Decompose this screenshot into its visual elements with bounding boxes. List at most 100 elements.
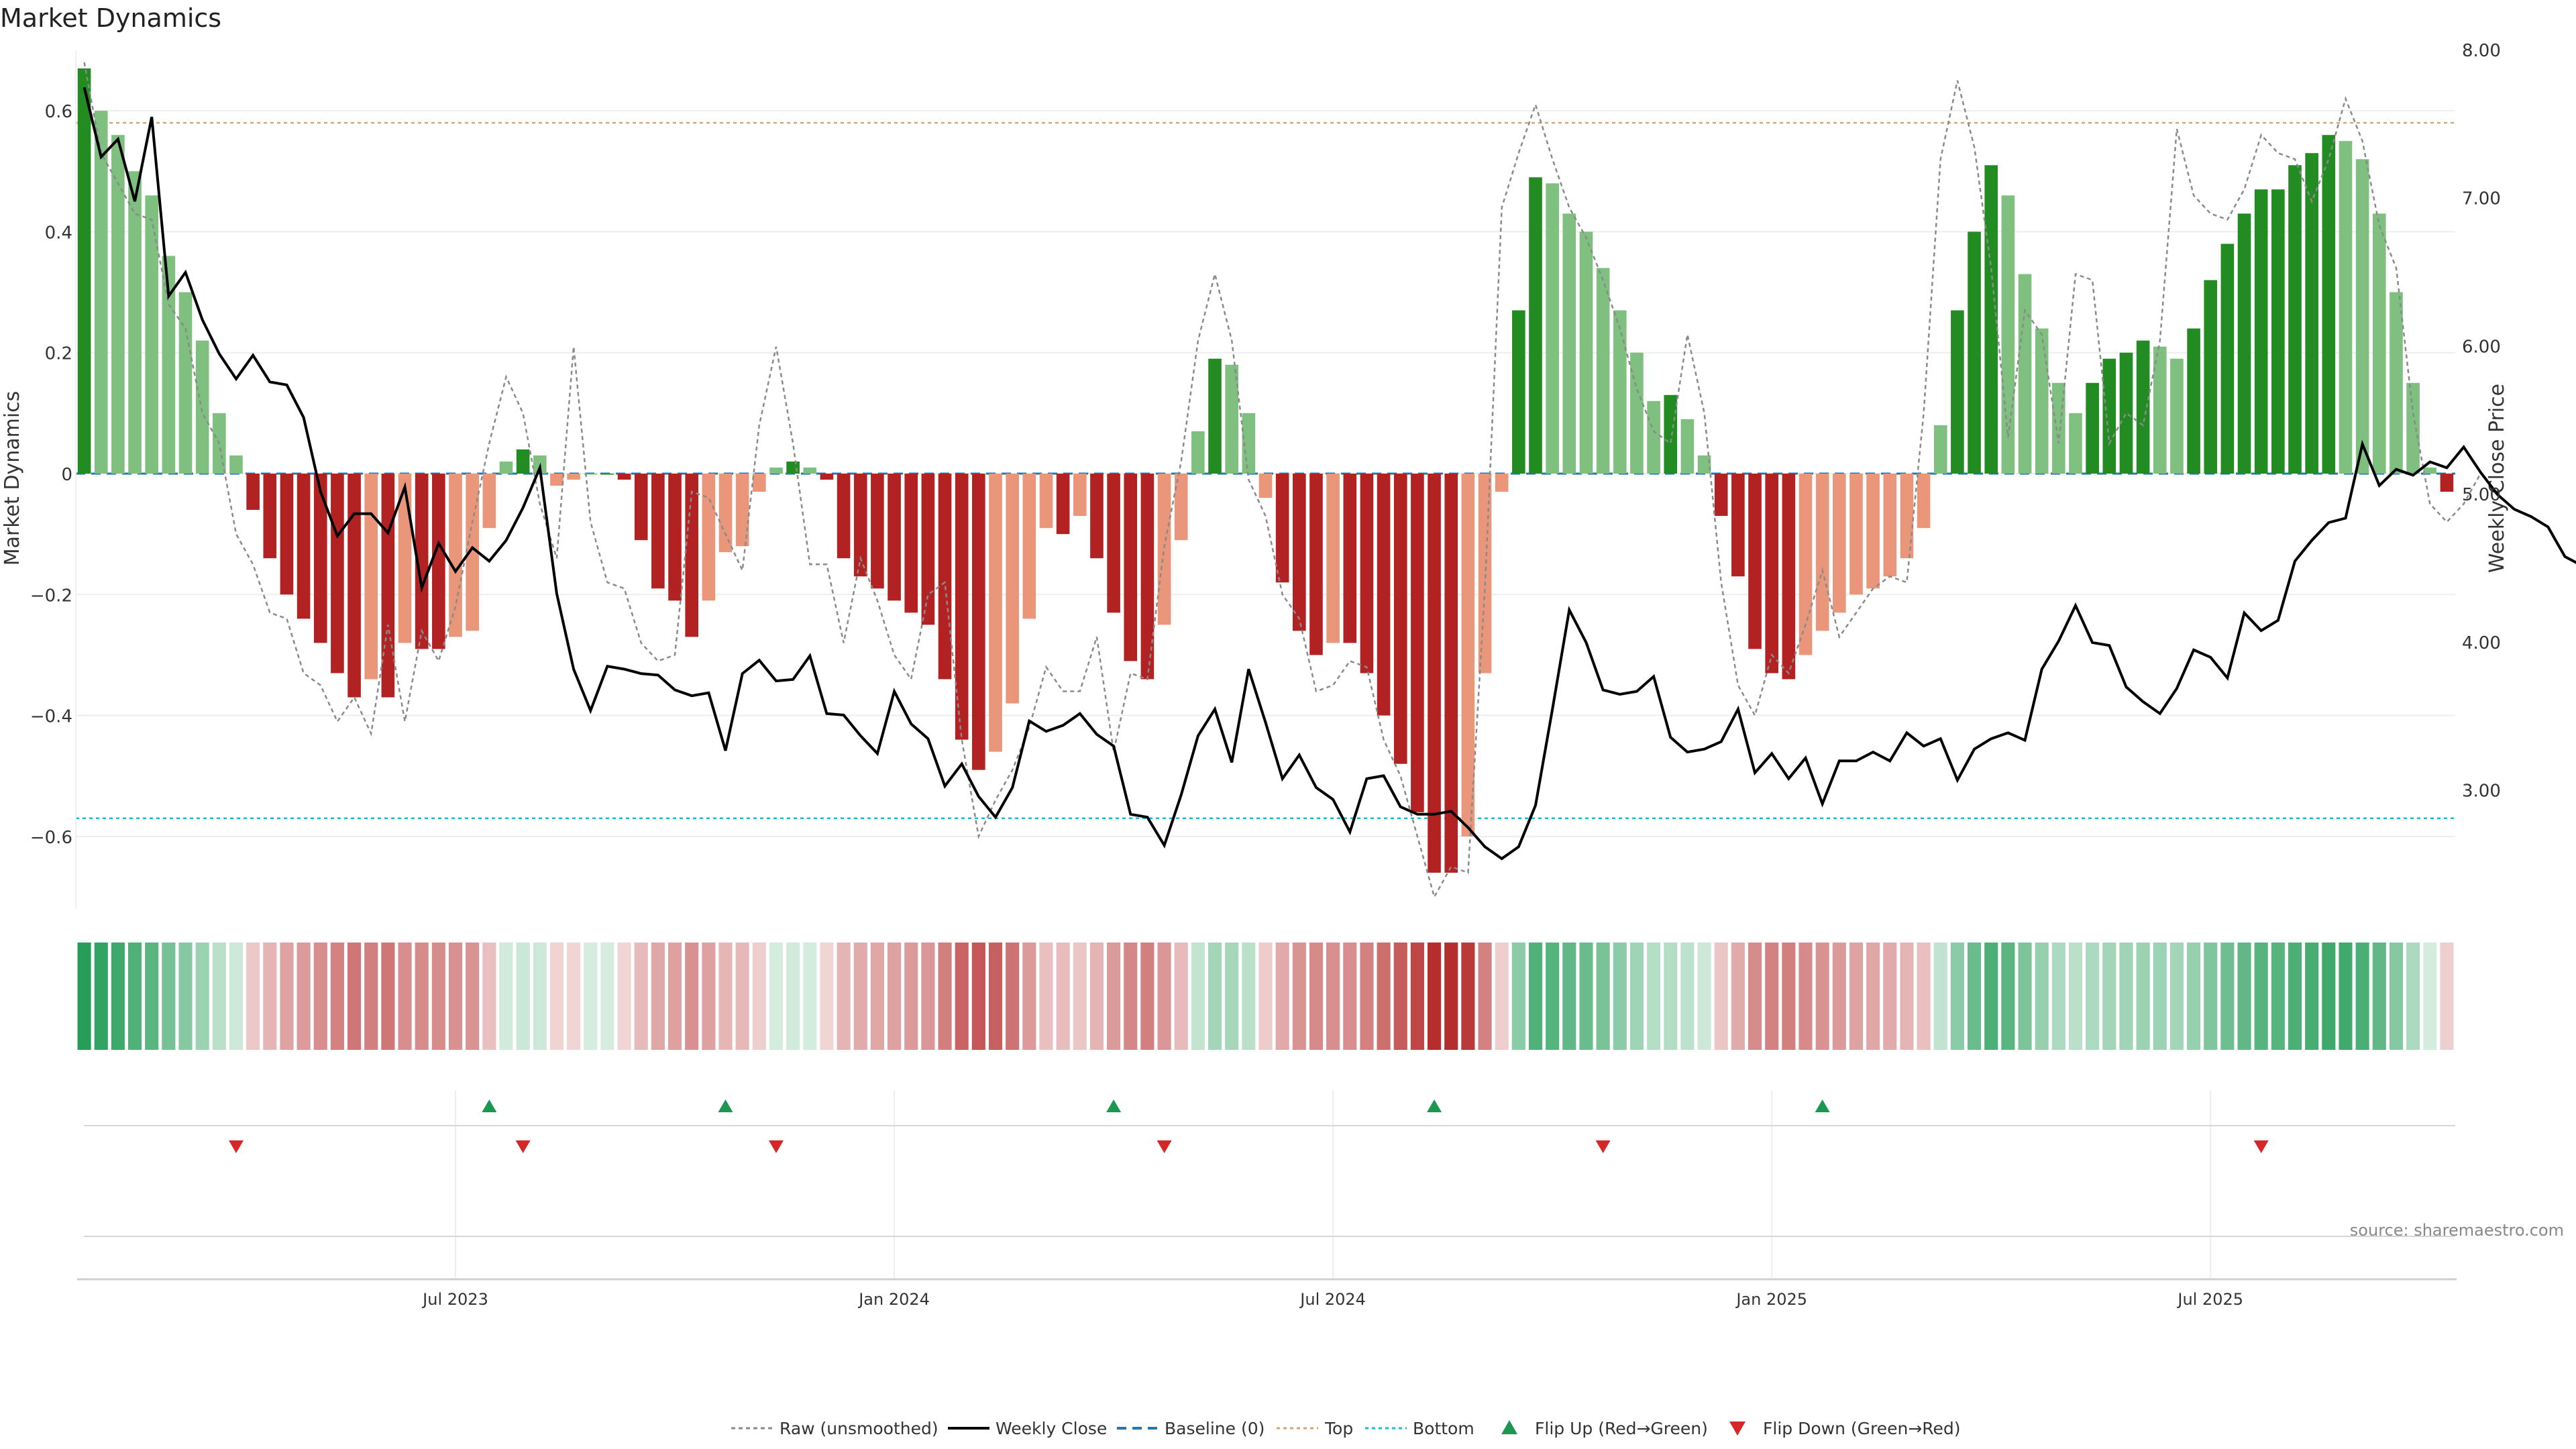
regime-cell bbox=[1393, 943, 1407, 1050]
legend-label: Weekly Close bbox=[996, 1419, 1107, 1438]
regime-cell bbox=[2169, 943, 2184, 1050]
regime-cell bbox=[1731, 943, 1745, 1050]
regime-cell bbox=[246, 943, 260, 1050]
legend-label: Flip Down (Green→Red) bbox=[1763, 1419, 1961, 1438]
regime-cell bbox=[466, 943, 480, 1050]
regime-cell bbox=[1984, 943, 1998, 1050]
dynamics-bar bbox=[1529, 177, 1542, 474]
flip-up-marker bbox=[718, 1099, 733, 1112]
regime-cell bbox=[1140, 943, 1155, 1050]
regime-cell bbox=[1967, 943, 1982, 1050]
dynamics-bar bbox=[2423, 467, 2437, 474]
regime-cell bbox=[1647, 943, 1661, 1050]
dynamics-bar bbox=[820, 473, 834, 480]
regime-cell bbox=[1174, 943, 1188, 1050]
regime-cell bbox=[2119, 943, 2133, 1050]
dynamics-bar bbox=[2086, 382, 2099, 474]
left-axis-label: Market Dynamics bbox=[1, 391, 24, 566]
regime-cell bbox=[347, 943, 362, 1050]
dynamics-bar bbox=[398, 473, 412, 643]
regime-cell bbox=[2372, 943, 2386, 1050]
dynamics-bar bbox=[1664, 394, 1678, 474]
flip-up-marker bbox=[1815, 1099, 1830, 1112]
regime-cell bbox=[178, 943, 193, 1050]
dynamics-bar bbox=[1680, 419, 1695, 474]
dynamics-bar bbox=[2204, 280, 2218, 474]
regime-cell bbox=[853, 943, 867, 1050]
dynamics-bar bbox=[178, 292, 193, 474]
regime-cell bbox=[1748, 943, 1762, 1050]
regime-cell bbox=[77, 943, 91, 1050]
dynamics-bar bbox=[313, 473, 327, 643]
regime-cell bbox=[1950, 943, 1964, 1050]
right-tick-label: 8.00 bbox=[2462, 41, 2501, 61]
regime-cell bbox=[1782, 943, 1796, 1050]
regime-cell bbox=[2068, 943, 2083, 1050]
regime-cell bbox=[651, 943, 665, 1050]
dynamics-bar bbox=[600, 473, 614, 475]
regime-strip bbox=[77, 943, 2454, 1050]
regime-cell bbox=[127, 943, 142, 1050]
regime-cell bbox=[2136, 943, 2150, 1050]
dynamics-bar bbox=[1546, 183, 1559, 474]
regime-cell bbox=[195, 943, 209, 1050]
dynamics-bar bbox=[955, 473, 969, 740]
regime-cell bbox=[702, 943, 716, 1050]
dynamics-bar bbox=[1191, 431, 1205, 474]
dynamics-bar bbox=[347, 473, 361, 698]
regime-cell bbox=[2220, 943, 2235, 1050]
dynamics-bar bbox=[1478, 473, 1492, 674]
dynamics-bar bbox=[246, 473, 260, 511]
regime-cell bbox=[600, 943, 614, 1050]
dynamics-bar bbox=[1748, 473, 1762, 649]
dynamics-bar bbox=[853, 473, 867, 577]
regime-cell bbox=[1900, 943, 1914, 1050]
regime-cell bbox=[904, 943, 918, 1050]
dynamics-bar bbox=[871, 473, 884, 589]
regime-cell bbox=[1006, 943, 1020, 1050]
regime-cell bbox=[1208, 943, 1222, 1050]
dynamics-bar bbox=[718, 473, 733, 553]
regime-cell bbox=[1714, 943, 1728, 1050]
left-tick-label: 0.6 bbox=[45, 102, 72, 122]
dynamics-bar bbox=[1006, 473, 1019, 704]
regime-cell bbox=[1680, 943, 1695, 1050]
legend-flip-up-icon bbox=[1501, 1420, 1517, 1434]
dynamics-bar bbox=[1461, 473, 1475, 837]
dynamics-bar bbox=[499, 461, 513, 474]
regime-cell bbox=[1292, 943, 1306, 1050]
regime-cell bbox=[2271, 943, 2285, 1050]
left-tick-label: 0.2 bbox=[45, 344, 72, 364]
dynamics-bar bbox=[938, 473, 952, 680]
regime-cell bbox=[364, 943, 378, 1050]
regime-cell bbox=[2051, 943, 2065, 1050]
flip-markers bbox=[84, 1099, 2455, 1237]
dynamics-bar bbox=[2069, 413, 2082, 474]
regime-cell bbox=[1933, 943, 1947, 1050]
dynamics-bar bbox=[685, 473, 699, 637]
regime-cell bbox=[1022, 943, 1036, 1050]
regime-cell bbox=[212, 943, 226, 1050]
dynamics-bar bbox=[2305, 153, 2318, 474]
regime-cell bbox=[499, 943, 513, 1050]
regime-cell bbox=[870, 943, 884, 1050]
regime-cell bbox=[1461, 943, 1475, 1050]
dynamics-bar bbox=[466, 473, 479, 631]
dynamics-bar bbox=[989, 473, 1002, 752]
flip-up-marker bbox=[1427, 1099, 1442, 1112]
flip-down-marker bbox=[2253, 1140, 2269, 1153]
regime-cell bbox=[938, 943, 952, 1050]
regime-cell bbox=[921, 943, 935, 1050]
regime-cell bbox=[1427, 943, 1442, 1050]
dynamics-bar bbox=[1107, 473, 1120, 613]
regime-cell bbox=[769, 943, 784, 1050]
regime-cell bbox=[2440, 943, 2454, 1050]
regime-cell bbox=[1511, 943, 1525, 1050]
dynamics-bar bbox=[1073, 473, 1087, 517]
dynamics-bar bbox=[567, 473, 580, 480]
right-tick-label: 3.00 bbox=[2462, 781, 2501, 801]
regime-cell bbox=[1309, 943, 1324, 1050]
dynamics-bar bbox=[2322, 135, 2336, 474]
regime-cell bbox=[415, 943, 429, 1050]
